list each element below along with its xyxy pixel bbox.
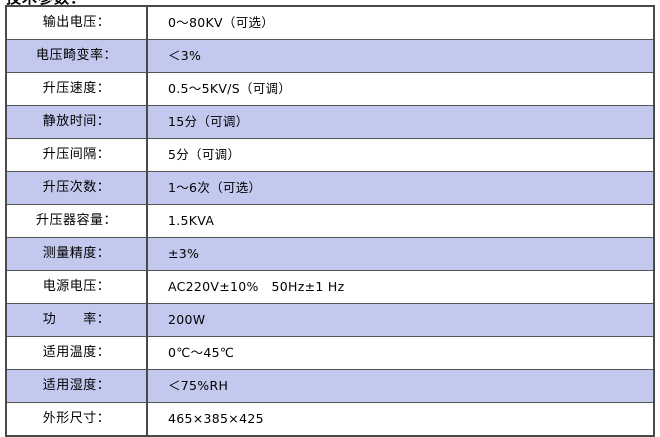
spec-label: 电源电压： bbox=[5, 270, 148, 304]
table-row: 升压次数： 1～6次（可选） bbox=[5, 171, 655, 205]
spec-label: 适用温度： bbox=[5, 336, 148, 370]
table-row: 静放时间： 15分（可调） bbox=[5, 105, 655, 139]
spec-value: 15分（可调） bbox=[146, 105, 655, 139]
spec-label: 功 率： bbox=[5, 303, 148, 337]
table-row: 测量精度： ±3% bbox=[5, 237, 655, 271]
spec-value: ＜75%RH bbox=[146, 369, 655, 403]
spec-value: 465×385×425 bbox=[146, 402, 655, 437]
spec-value: 0.5～5KV/S（可调） bbox=[146, 72, 655, 106]
specifications-table-body: 输出电压： 0～80KV（可选） 电压畸变率： ＜3% 升压速度： 0.5～5KV/S（可… bbox=[5, 5, 655, 437]
table-row: 升压间隔： 5分（可调） bbox=[5, 138, 655, 172]
spec-value: 200W bbox=[146, 303, 655, 337]
table-row: 外形尺寸： 465×385×425 bbox=[5, 402, 655, 437]
spec-label: 测量精度： bbox=[5, 237, 148, 271]
spec-value: 0℃～45℃ bbox=[146, 336, 655, 370]
spec-value: ＜3% bbox=[146, 39, 655, 73]
spec-label: 电压畸变率： bbox=[5, 39, 148, 73]
spec-value: 5分（可调） bbox=[146, 138, 655, 172]
spec-value: 1.5KVA bbox=[146, 204, 655, 238]
specifications-table: 输出电压： 0～80KV（可选） 电压畸变率： ＜3% 升压速度： 0.5～5KV/S（可… bbox=[5, 5, 655, 437]
table-row: 电源电压： AC220V±10% 50Hz±1 Hz bbox=[5, 270, 655, 304]
spec-label: 适用湿度： bbox=[5, 369, 148, 403]
spec-value: 1～6次（可选） bbox=[146, 171, 655, 205]
spec-label: 升压速度： bbox=[5, 72, 148, 106]
table-row: 升压速度： 0.5～5KV/S（可调） bbox=[5, 72, 655, 106]
spec-label: 输出电压： bbox=[5, 5, 148, 40]
spec-label: 升压间隔： bbox=[5, 138, 148, 172]
page-title: 技术参数： bbox=[6, 0, 86, 8]
table-row: 适用温度： 0℃～45℃ bbox=[5, 336, 655, 370]
table-row: 输出电压： 0～80KV（可选） bbox=[5, 5, 655, 40]
spec-value: ±3% bbox=[146, 237, 655, 271]
spec-value: 0～80KV（可选） bbox=[146, 5, 655, 40]
spec-label: 外形尺寸： bbox=[5, 402, 148, 437]
table-row: 电压畸变率： ＜3% bbox=[5, 39, 655, 73]
spec-value: AC220V±10% 50Hz±1 Hz bbox=[146, 270, 655, 304]
table-row: 适用湿度： ＜75%RH bbox=[5, 369, 655, 403]
spec-label: 升压次数： bbox=[5, 171, 148, 205]
table-row: 升压器容量： 1.5KVA bbox=[5, 204, 655, 238]
spec-label: 静放时间： bbox=[5, 105, 148, 139]
spec-label: 升压器容量： bbox=[5, 204, 148, 238]
table-row: 功 率： 200W bbox=[5, 303, 655, 337]
